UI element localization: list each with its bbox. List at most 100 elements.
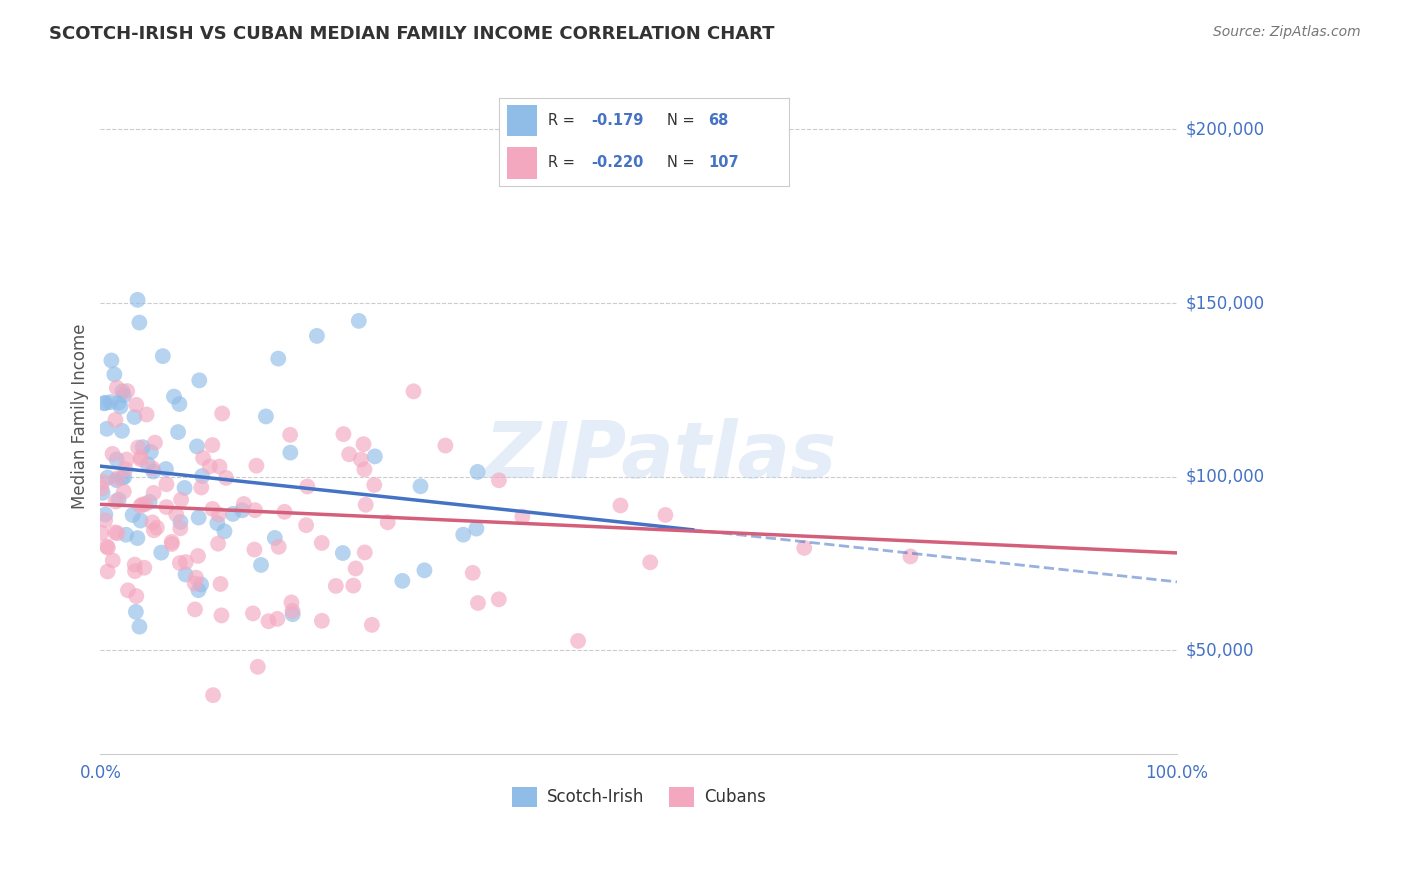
Point [281, 604, 304, 618]
Point [169, 515, 191, 529]
Point [135, 408, 157, 422]
Point [127, 293, 149, 307]
Point [160, 537, 183, 551]
Text: $50,000: $50,000 [1185, 641, 1254, 659]
Point [187, 510, 209, 524]
Point [138, 495, 160, 509]
Point [174, 567, 197, 582]
Point [434, 439, 457, 453]
Point [243, 542, 266, 557]
Point [512, 509, 534, 524]
Point [311, 536, 333, 550]
Point [104, 525, 127, 540]
Point [350, 452, 373, 467]
Point [187, 583, 209, 598]
Point [114, 462, 136, 476]
Point [111, 424, 134, 438]
Point [142, 486, 165, 500]
Point [208, 459, 231, 474]
Point [165, 508, 187, 522]
Point [125, 589, 148, 603]
Point [136, 458, 159, 472]
Point [112, 470, 135, 484]
Point [654, 508, 676, 522]
Point [105, 526, 128, 541]
Point [332, 546, 354, 560]
Point [115, 452, 138, 467]
Point [207, 536, 229, 550]
Point [609, 499, 631, 513]
Point [90, 525, 112, 540]
Point [105, 452, 128, 467]
Point [146, 520, 169, 534]
Point [94, 513, 117, 527]
Point [278, 427, 301, 442]
Point [97, 541, 120, 555]
Legend: Scotch-Irish, Cubans: Scotch-Irish, Cubans [505, 780, 772, 814]
Point [131, 498, 153, 512]
Point [191, 450, 214, 465]
Point [186, 439, 208, 453]
Point [266, 612, 288, 626]
Point [354, 498, 377, 512]
Point [305, 329, 328, 343]
Point [107, 395, 129, 409]
Point [297, 479, 319, 493]
Point [127, 531, 149, 545]
Point [325, 579, 347, 593]
Point [125, 605, 148, 619]
Point [488, 592, 510, 607]
Point [128, 620, 150, 634]
Point [402, 384, 425, 399]
Point [190, 480, 212, 494]
Point [209, 577, 232, 591]
Point [124, 558, 146, 572]
Point [364, 450, 387, 464]
Text: $100,000: $100,000 [1185, 467, 1264, 485]
Point [409, 479, 432, 493]
Point [311, 614, 333, 628]
Point [134, 497, 156, 511]
Point [115, 384, 138, 398]
Point [93, 396, 115, 410]
Point [267, 540, 290, 554]
Point [103, 368, 125, 382]
Text: $200,000: $200,000 [1185, 120, 1264, 138]
Point [638, 555, 661, 569]
Point [129, 499, 152, 513]
Point [132, 440, 155, 454]
Point [360, 618, 382, 632]
Point [100, 353, 122, 368]
Point [377, 515, 399, 529]
Point [567, 634, 589, 648]
Point [191, 469, 214, 483]
Point [254, 409, 277, 424]
Point [104, 413, 127, 427]
Point [211, 608, 233, 623]
Point [129, 452, 152, 467]
Point [184, 576, 207, 591]
Point [155, 500, 177, 514]
Point [101, 447, 124, 461]
Point [112, 484, 135, 499]
Point [98, 395, 121, 409]
Text: $150,000: $150,000 [1185, 294, 1264, 312]
Point [128, 316, 150, 330]
Point [94, 508, 117, 522]
Point [281, 607, 304, 622]
Point [245, 458, 267, 473]
Point [273, 505, 295, 519]
Point [124, 564, 146, 578]
Point [184, 602, 207, 616]
Text: Source: ZipAtlas.com: Source: ZipAtlas.com [1213, 25, 1361, 39]
Point [105, 381, 128, 395]
Point [129, 514, 152, 528]
Point [91, 475, 114, 489]
Point [242, 607, 264, 621]
Point [169, 521, 191, 535]
Point [353, 462, 375, 476]
Point [222, 507, 245, 521]
Text: SCOTCH-IRISH VS CUBAN MEDIAN FAMILY INCOME CORRELATION CHART: SCOTCH-IRISH VS CUBAN MEDIAN FAMILY INCO… [49, 25, 775, 43]
Point [187, 549, 209, 563]
Point [129, 450, 152, 465]
